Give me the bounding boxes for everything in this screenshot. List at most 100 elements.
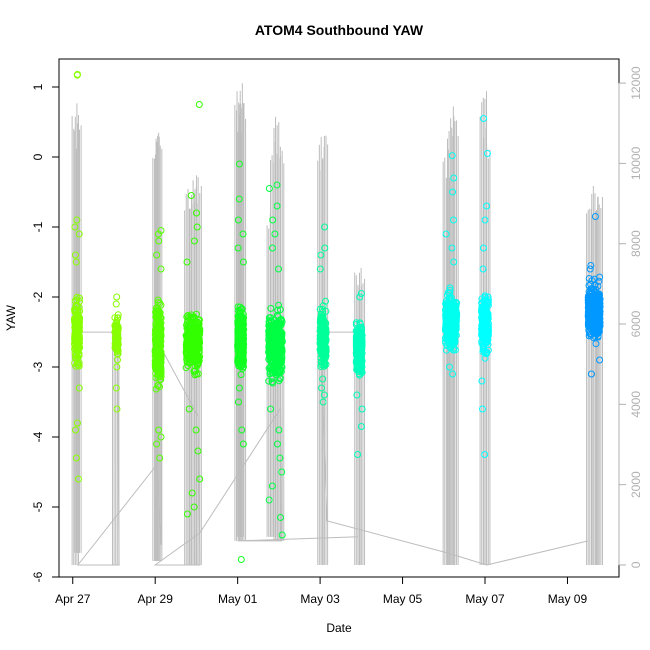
scatter-point — [358, 405, 366, 413]
y-tick-label: -3 — [31, 361, 45, 372]
scatter-point — [276, 454, 284, 462]
scatter-point — [183, 510, 191, 518]
scatter-point — [595, 277, 603, 285]
y2-tick-label: 12000 — [629, 66, 643, 100]
scatter-point — [188, 328, 196, 335]
y2-tick-label: 8000 — [629, 230, 643, 257]
scatter-point — [319, 398, 327, 406]
scatter-point — [73, 216, 81, 224]
scatter-point — [354, 451, 362, 458]
scatter-point — [321, 223, 329, 231]
scatter-point — [274, 440, 281, 448]
scatter-point — [450, 258, 458, 266]
x-tick-label: May 07 — [465, 592, 505, 606]
scatter-point — [195, 101, 203, 108]
scatter-point — [184, 342, 192, 350]
x-tick-label: May 01 — [218, 592, 258, 606]
scatter-point — [317, 251, 325, 259]
scatter-point — [192, 426, 200, 434]
y-tick-label: 0 — [31, 153, 45, 160]
scatter-point — [186, 353, 194, 360]
scatter-point — [274, 326, 282, 334]
scatter-point — [353, 391, 361, 399]
scatter-point — [591, 213, 599, 220]
x-axis-label: Date — [326, 621, 352, 635]
scatter-point — [194, 319, 202, 327]
scatter-point — [482, 311, 489, 319]
scatter-point — [319, 351, 326, 359]
scatter-point — [112, 345, 120, 353]
scatter-point — [446, 284, 454, 292]
scatter-point — [276, 367, 284, 375]
scatter-point — [267, 357, 275, 365]
scatter-point — [239, 334, 247, 341]
scatter-point — [484, 323, 492, 331]
scatter-point — [157, 314, 164, 321]
scatter-point — [72, 426, 79, 434]
y2-tick-label: 4000 — [629, 391, 643, 418]
scatter-point — [156, 323, 164, 331]
scatter-point — [155, 426, 163, 434]
y-tick-label: -4 — [31, 431, 45, 442]
scatter-point — [277, 316, 285, 323]
scatter-point — [594, 282, 602, 290]
scatter-point — [316, 340, 324, 348]
scatter-point — [319, 329, 326, 337]
scatter-point — [446, 343, 454, 351]
scatter-point — [154, 373, 162, 381]
scatter-point — [278, 333, 286, 340]
scatter-point — [446, 363, 453, 371]
scatter-point — [318, 305, 326, 313]
scatter-point — [278, 531, 286, 539]
scatter-point — [275, 426, 283, 434]
scatter-point — [596, 299, 604, 307]
scatter-point — [113, 363, 121, 371]
scatter-point — [157, 329, 164, 336]
scatter-point — [239, 346, 247, 354]
scatter-point — [269, 216, 277, 224]
scatter-point — [113, 325, 121, 333]
scatter-point — [191, 344, 199, 352]
scatter-point — [273, 181, 281, 189]
scatter-point — [72, 258, 80, 266]
scatter-point — [481, 354, 489, 362]
scatter-point — [586, 298, 594, 305]
scatter-point — [153, 337, 161, 344]
scatter-point — [235, 384, 243, 392]
scatter-point — [193, 223, 201, 231]
scatter-point — [596, 315, 604, 323]
scatter-point — [265, 496, 273, 504]
scatter-point — [273, 202, 281, 210]
x-tick-label: Apr 27 — [55, 592, 91, 606]
scatter-point — [450, 216, 457, 224]
scatter-point — [154, 230, 162, 238]
scatter-point — [353, 365, 361, 372]
plot-frame — [58, 58, 620, 578]
scatter-point — [157, 352, 165, 360]
scatter-point — [193, 326, 201, 334]
scatter-point — [592, 340, 600, 348]
x-tick-label: May 03 — [300, 592, 340, 606]
scatter-point — [192, 310, 200, 318]
scatter-point — [450, 174, 458, 182]
scatter-point — [352, 319, 360, 327]
scatter-point — [357, 347, 365, 355]
x-axis: Apr 27 Apr 29 May 01 May 03 May 05 May 07 May … — [55, 576, 587, 606]
scatter-point — [189, 339, 197, 347]
scatter-point — [589, 309, 597, 317]
scatter-point — [75, 475, 82, 483]
scatter-point — [446, 286, 454, 294]
scatter-point — [186, 350, 194, 358]
scatter-point — [317, 331, 325, 339]
scatter-point — [156, 454, 164, 462]
scatter-point — [357, 423, 365, 430]
scatter-point — [183, 321, 191, 329]
y2-tick-label: 0 — [629, 561, 643, 568]
y-axis: 1 0 -1 -2 -3 -4 -5 -6 — [31, 83, 59, 582]
scatter-point — [185, 405, 193, 413]
scatter-point — [443, 342, 451, 350]
scatter-point — [152, 346, 160, 354]
scatter-point — [453, 299, 461, 307]
scatter-point — [357, 364, 365, 371]
scatter-point — [113, 293, 121, 301]
